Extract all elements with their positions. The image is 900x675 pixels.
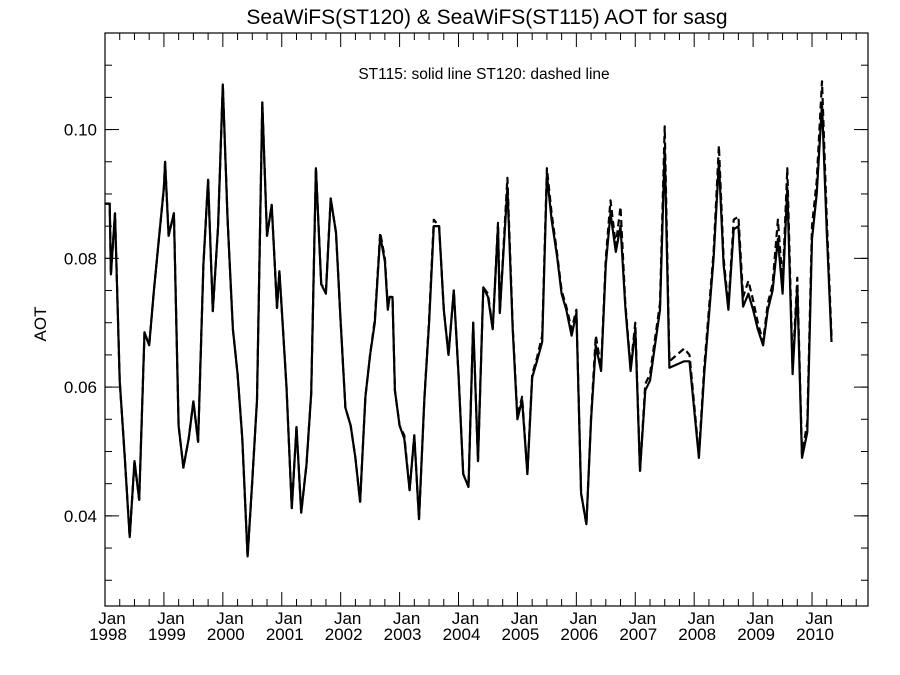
x-tick-label-year: 2010 [796,625,834,644]
x-tick-label-year: 1998 [89,625,127,644]
x-tick-label-month: Jan [511,609,538,628]
x-tick-label-month: Jan [570,609,597,628]
x-tick-label-year: 2000 [207,625,245,644]
x-tick-label-month: Jan [687,609,714,628]
x-tick-label-year: 2005 [502,625,540,644]
x-tick-label-year: 2009 [737,625,775,644]
y-tick-label: 0.08 [64,249,97,268]
plot-frame [104,32,869,607]
axis-tick-labels: 0.040.060.080.10Jan1998Jan1999Jan2000Jan… [64,121,834,644]
y-axis-label: AOT [31,307,50,342]
x-tick-label-month: Jan [746,609,773,628]
x-tick-label-month: Jan [452,609,479,628]
chart-title: SeaWiFS(ST120) & SeaWiFS(ST115) AOT for … [246,6,727,29]
x-tick-label-year: 2002 [325,625,363,644]
x-tick-label-month: Jan [393,609,420,628]
y-tick-label: 0.06 [64,378,97,397]
x-tick-label-year: 2003 [384,625,422,644]
x-tick-label-month: Jan [98,609,125,628]
x-tick-label-month: Jan [275,609,302,628]
x-tick-label-month: Jan [157,609,184,628]
series-line-st115 [105,83,833,558]
x-tick-label-year: 2001 [266,625,304,644]
series-lines [105,80,833,558]
y-tick-label: 0.10 [64,121,97,140]
x-tick-label-year: 2004 [443,625,481,644]
x-tick-label-year: 2007 [619,625,657,644]
x-tick-label-month: Jan [629,609,656,628]
legend-annotation: ST115: solid line ST120: dashed line [358,66,609,83]
x-tick-label-month: Jan [334,609,361,628]
x-tick-label-month: Jan [216,609,243,628]
x-tick-label-month: Jan [805,609,832,628]
x-tick-label-year: 2006 [560,625,598,644]
x-tick-label-year: 2008 [678,625,716,644]
axis-ticks [104,32,868,606]
x-tick-label-year: 1999 [148,625,186,644]
y-tick-label: 0.04 [64,507,97,526]
